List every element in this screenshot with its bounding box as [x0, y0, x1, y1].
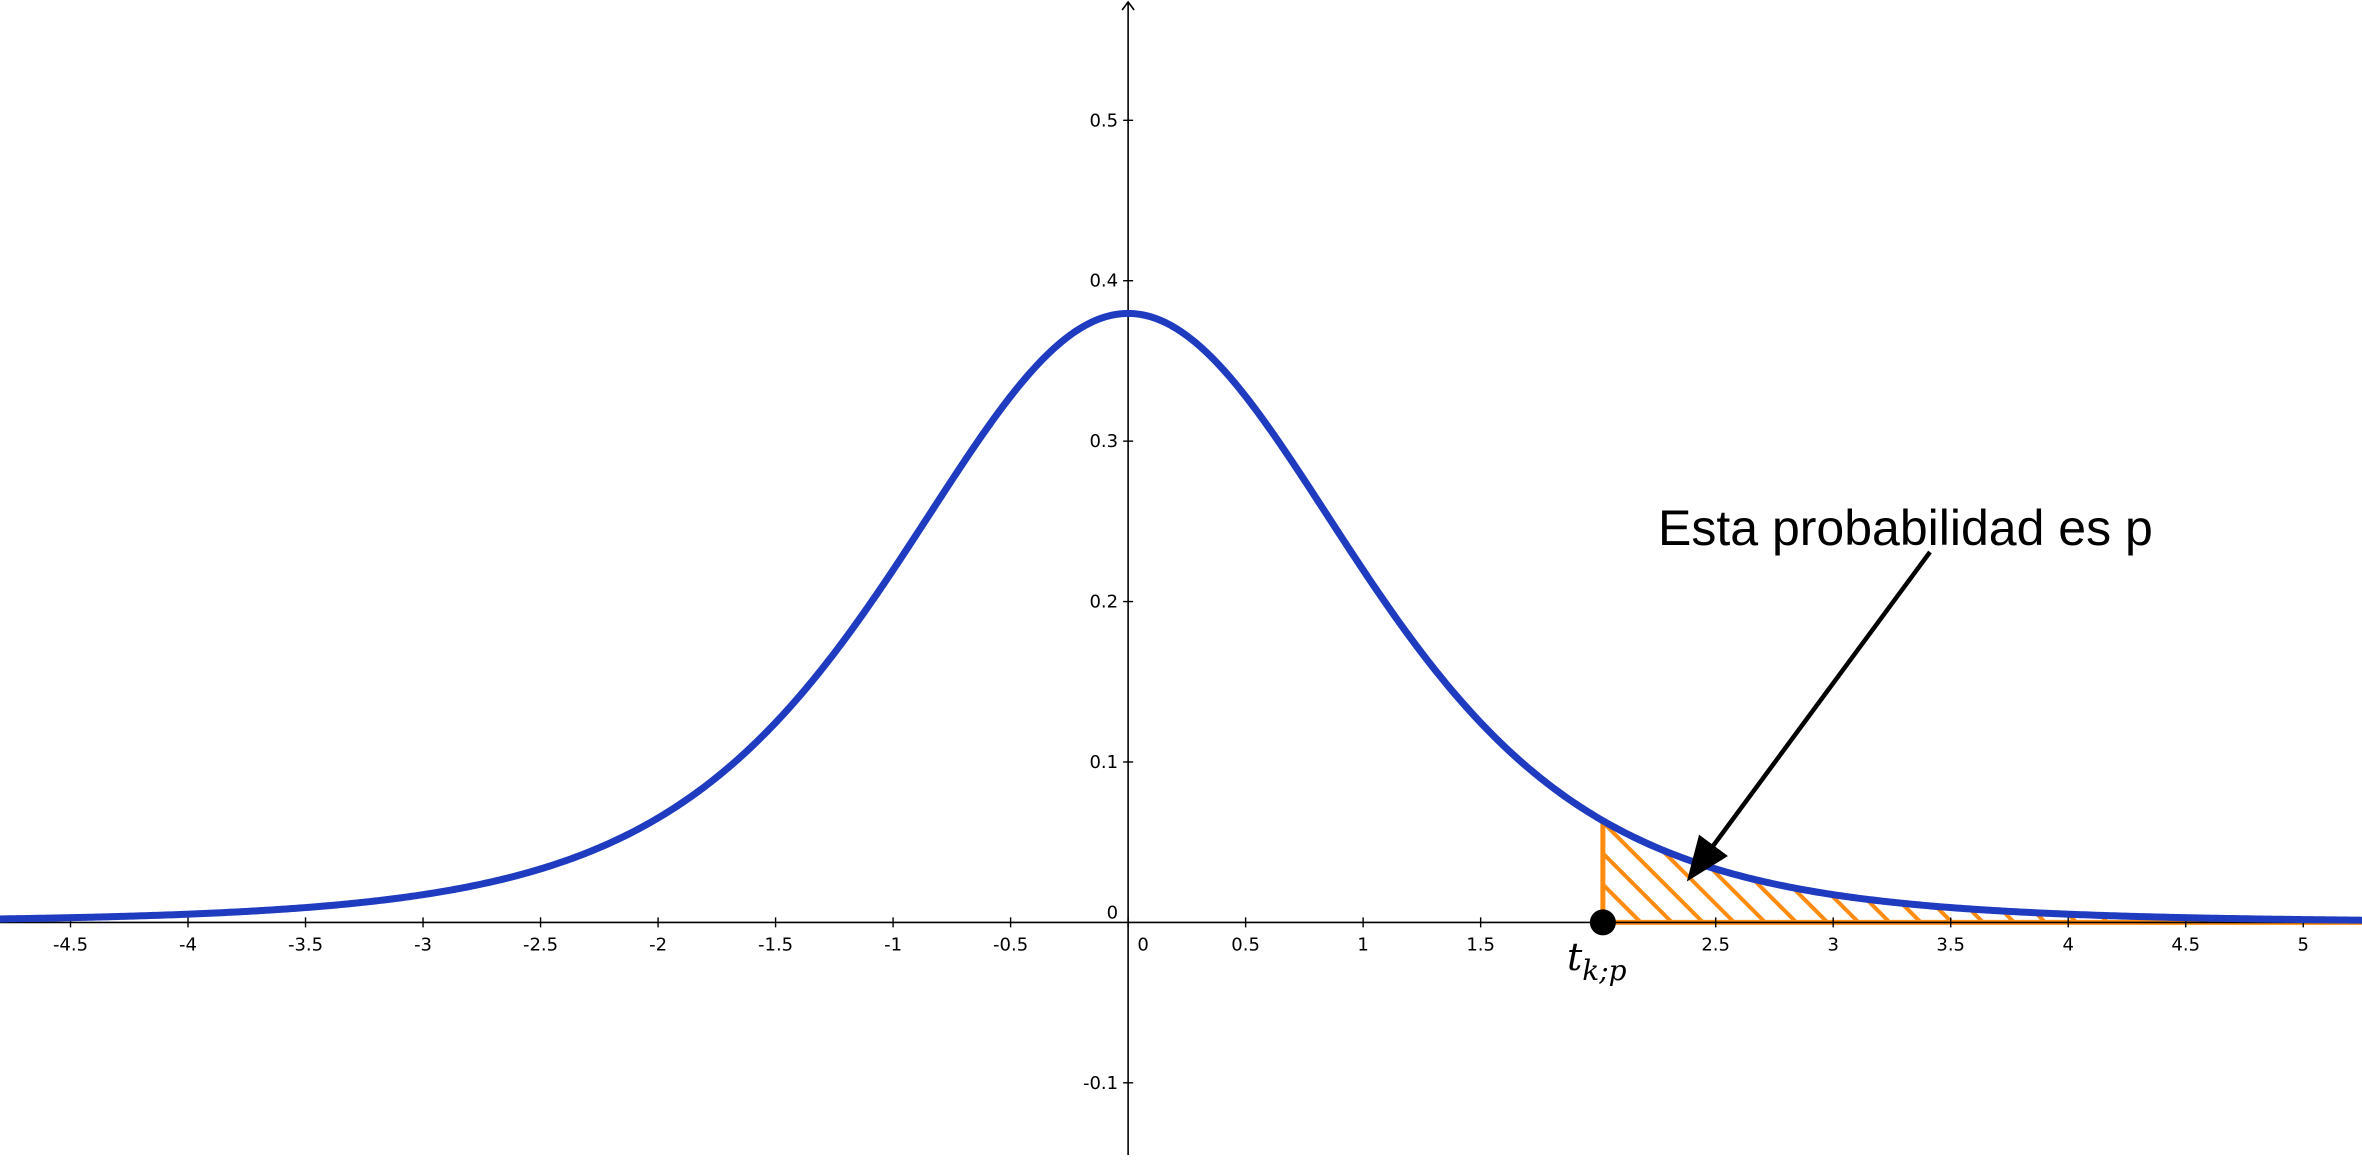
- annotation-label: Esta probabilidad es p: [1658, 500, 2153, 556]
- x-tick-label: 3: [1827, 934, 1838, 955]
- critical-point-label: tk;p: [1567, 935, 1627, 987]
- x-tick-label: 4: [2062, 934, 2073, 955]
- x-tick-label: 5: [2298, 934, 2309, 955]
- x-tick-label: 0.5: [1231, 934, 1260, 955]
- x-tick-label: 1.5: [1466, 934, 1495, 955]
- y-tick-label: 0.1: [1089, 752, 1118, 773]
- x-tick-label: -1: [884, 934, 902, 955]
- x-tick-label: -0.5: [993, 934, 1028, 955]
- y-tick-label: 0.2: [1089, 592, 1118, 613]
- x-tick-label: -3.5: [288, 934, 323, 955]
- x-tick-label: 2.5: [1701, 934, 1730, 955]
- x-tick-label: 3.5: [1936, 934, 1965, 955]
- annotation-arrow: [1686, 550, 1932, 882]
- x-tick-label: -4.5: [53, 934, 88, 955]
- critical-point-label-subscript: k;p: [1582, 954, 1626, 987]
- y-tick-label: -0.1: [1083, 1073, 1118, 1094]
- x-tick-label: -1.5: [758, 934, 793, 955]
- shaded-tail-area: [1602, 820, 2362, 923]
- y-tick-label: 0: [1107, 902, 1118, 923]
- x-tick-label: -2.5: [523, 934, 558, 955]
- density-curve: [0, 309, 2362, 924]
- x-tick-label: 1: [1357, 934, 1368, 955]
- y-axis-arrow: [1121, 0, 1135, 11]
- y-tick-label: 0.5: [1089, 110, 1118, 131]
- critical-point-marker: [1589, 909, 1616, 936]
- x-tick-label: 0: [1137, 934, 1148, 955]
- x-tick-label: -2: [649, 934, 667, 955]
- x-tick-label: 4.5: [2171, 934, 2200, 955]
- y-tick-label: 0.4: [1089, 271, 1118, 292]
- y-tick-label: 0.3: [1089, 431, 1118, 452]
- x-tick-label: -3: [414, 934, 432, 955]
- critical-point-label-base: t: [1567, 935, 1583, 979]
- x-tick-label: -4: [179, 934, 197, 955]
